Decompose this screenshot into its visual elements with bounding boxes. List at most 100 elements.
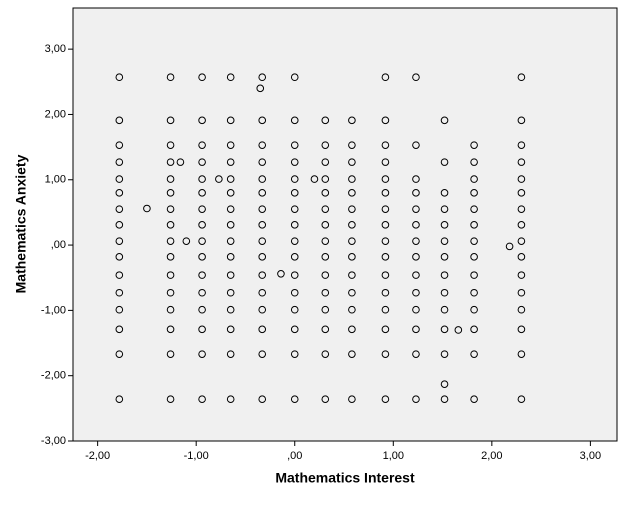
point <box>182 237 191 245</box>
point <box>215 175 223 183</box>
point <box>115 350 124 358</box>
point <box>115 253 124 261</box>
point <box>348 305 356 314</box>
point <box>321 189 330 197</box>
point <box>115 221 124 229</box>
point <box>226 73 235 82</box>
point <box>517 158 526 166</box>
point <box>115 237 124 245</box>
point <box>226 158 235 166</box>
point <box>198 205 206 213</box>
point <box>115 175 124 183</box>
point <box>470 237 478 245</box>
point <box>381 325 390 334</box>
point <box>115 205 124 213</box>
point <box>517 205 526 213</box>
point <box>258 205 267 213</box>
point <box>198 350 206 358</box>
point <box>290 305 299 314</box>
point <box>166 271 175 279</box>
point <box>290 237 299 245</box>
point <box>440 237 449 245</box>
point <box>198 305 206 314</box>
point <box>517 325 526 334</box>
point <box>470 350 478 358</box>
point <box>348 205 356 213</box>
point <box>470 253 478 261</box>
point <box>440 395 449 404</box>
x-tick-label: -2,00 <box>85 450 110 462</box>
point <box>166 158 175 166</box>
point <box>143 204 151 213</box>
point <box>198 116 206 125</box>
point <box>166 189 175 197</box>
point <box>290 141 299 149</box>
point <box>258 175 267 183</box>
point <box>381 395 390 404</box>
point <box>440 189 449 197</box>
point <box>321 141 330 149</box>
point <box>258 305 267 314</box>
point <box>166 116 175 125</box>
point <box>290 158 299 166</box>
point <box>166 305 175 314</box>
point <box>258 271 267 279</box>
point <box>258 141 267 149</box>
x-tick-label: ,00 <box>287 450 302 462</box>
point <box>166 73 175 82</box>
point <box>517 189 526 197</box>
point <box>517 221 526 229</box>
point <box>517 305 526 314</box>
point <box>321 237 330 245</box>
point <box>412 175 420 183</box>
point <box>470 205 478 213</box>
point <box>226 141 235 149</box>
point <box>115 288 124 297</box>
point <box>166 237 175 245</box>
point <box>166 205 175 213</box>
x-axis-label: Mathematics Interest <box>275 470 415 486</box>
point <box>226 288 235 297</box>
point <box>226 189 235 197</box>
y-tick-label: 2,00 <box>45 108 66 120</box>
point <box>440 205 449 213</box>
point <box>277 270 285 278</box>
point <box>198 237 206 245</box>
point <box>440 158 449 166</box>
point <box>381 288 390 297</box>
point <box>517 350 526 358</box>
point <box>310 175 319 183</box>
point <box>115 189 124 197</box>
point <box>440 380 449 388</box>
point <box>258 158 267 166</box>
point <box>412 237 420 245</box>
point <box>381 141 390 149</box>
point <box>198 253 206 261</box>
point <box>381 237 390 245</box>
y-tick-label: 1,00 <box>45 174 66 186</box>
point <box>290 350 299 358</box>
point <box>517 237 526 245</box>
point <box>258 350 267 358</box>
point <box>321 253 330 261</box>
point <box>226 271 235 279</box>
point <box>454 326 463 334</box>
point <box>226 221 235 229</box>
point <box>440 350 449 358</box>
point <box>381 305 390 314</box>
point <box>381 253 390 261</box>
point <box>348 325 356 334</box>
point <box>412 221 420 229</box>
point <box>412 73 420 82</box>
point <box>258 395 267 404</box>
point <box>381 205 390 213</box>
point <box>258 189 267 197</box>
point <box>198 175 206 183</box>
y-tick-label: -2,00 <box>41 370 66 382</box>
x-tick-label: 1,00 <box>383 450 404 462</box>
point <box>348 141 356 149</box>
point <box>348 253 356 261</box>
point <box>321 350 330 358</box>
point <box>226 325 235 334</box>
